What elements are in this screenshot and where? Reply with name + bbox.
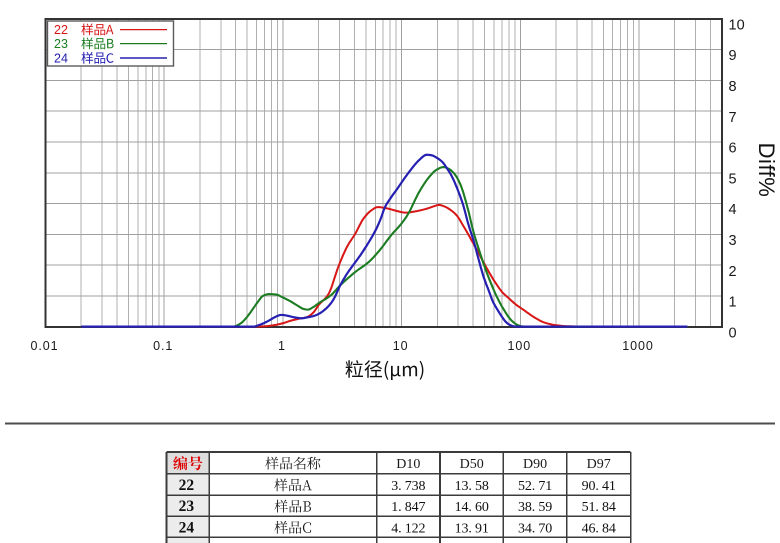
svg-text:1: 1	[278, 339, 286, 353]
svg-text:34. 70: 34. 70	[518, 521, 552, 536]
svg-text:13. 58: 13. 58	[455, 479, 489, 494]
svg-text:9: 9	[729, 48, 737, 64]
svg-text:4. 122: 4. 122	[391, 521, 425, 536]
svg-text:D50: D50	[460, 457, 484, 472]
svg-text:23: 23	[54, 37, 68, 51]
svg-text:3: 3	[729, 233, 737, 249]
svg-text:6: 6	[729, 141, 737, 157]
svg-text:8: 8	[729, 79, 737, 95]
svg-text:4: 4	[729, 202, 737, 218]
svg-text:51. 84: 51. 84	[582, 500, 616, 515]
svg-text:0.01: 0.01	[31, 339, 59, 353]
svg-text:1000: 1000	[622, 339, 653, 353]
svg-text:100: 100	[508, 339, 532, 353]
svg-text:22: 22	[179, 477, 195, 494]
svg-text:52. 71: 52. 71	[518, 479, 552, 494]
svg-text:2: 2	[729, 264, 737, 280]
svg-text:24: 24	[179, 519, 195, 536]
svg-text:7: 7	[729, 110, 737, 126]
svg-text:38. 59: 38. 59	[518, 500, 552, 515]
svg-text:D97: D97	[587, 457, 611, 472]
svg-text:3. 738: 3. 738	[391, 479, 425, 494]
svg-text:90. 41: 90. 41	[582, 479, 616, 494]
svg-text:46. 84: 46. 84	[582, 521, 616, 536]
svg-text:0: 0	[729, 325, 737, 341]
svg-text:D10: D10	[396, 457, 420, 472]
svg-text:10: 10	[729, 17, 745, 33]
svg-text:1: 1	[729, 295, 737, 311]
svg-text:13. 91: 13. 91	[455, 521, 489, 536]
svg-text:23: 23	[179, 498, 195, 515]
svg-text:24: 24	[54, 52, 68, 66]
svg-text:Diff%: Diff%	[754, 143, 779, 198]
svg-text:5: 5	[729, 171, 737, 187]
svg-text:22: 22	[54, 23, 68, 37]
svg-text:10: 10	[393, 339, 409, 353]
svg-text:D90: D90	[523, 457, 547, 472]
svg-text:14. 60: 14. 60	[455, 500, 489, 515]
svg-text:0.1: 0.1	[153, 339, 173, 353]
svg-text:1. 847: 1. 847	[391, 500, 425, 515]
